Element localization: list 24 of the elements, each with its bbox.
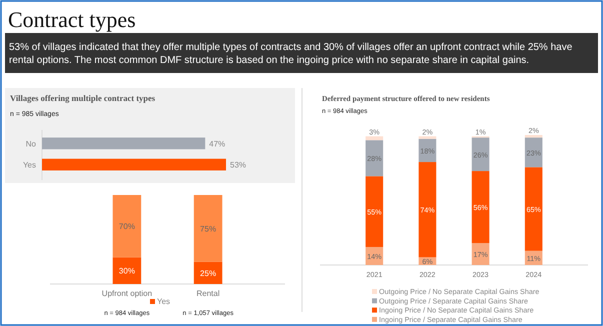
data-label: 30% — [118, 266, 135, 276]
data-label: 53% — [230, 160, 246, 170]
data-label: 25% — [200, 268, 216, 278]
y-tick-label: No — [26, 139, 37, 148]
bar — [366, 140, 384, 176]
x-tick-label: Upfront option — [102, 289, 152, 298]
chart-title: Villages offering multiple contract types — [10, 93, 156, 103]
data-label: 75% — [200, 224, 216, 234]
bar — [418, 136, 436, 139]
bar — [472, 243, 490, 265]
bar — [524, 167, 542, 251]
bar — [366, 176, 384, 247]
data-label: 70% — [118, 222, 135, 232]
data-label: 47% — [209, 139, 226, 148]
legend-label: Yes — [157, 297, 170, 306]
text: 53% of villages indicated that they offer multiple types of contracts and 30% of villages offer an upfront contract while 25% have rental options. The most common DMF structure is based on the ingoing price with no separate share in capital gains. — [9, 42, 573, 66]
x-tick-label: Rental — [196, 289, 220, 298]
text: Contract types — [8, 7, 136, 32]
bar — [472, 171, 490, 244]
bar — [524, 135, 542, 138]
bar — [524, 138, 542, 168]
bar — [418, 162, 436, 258]
bar — [472, 138, 490, 172]
bar — [366, 136, 384, 140]
